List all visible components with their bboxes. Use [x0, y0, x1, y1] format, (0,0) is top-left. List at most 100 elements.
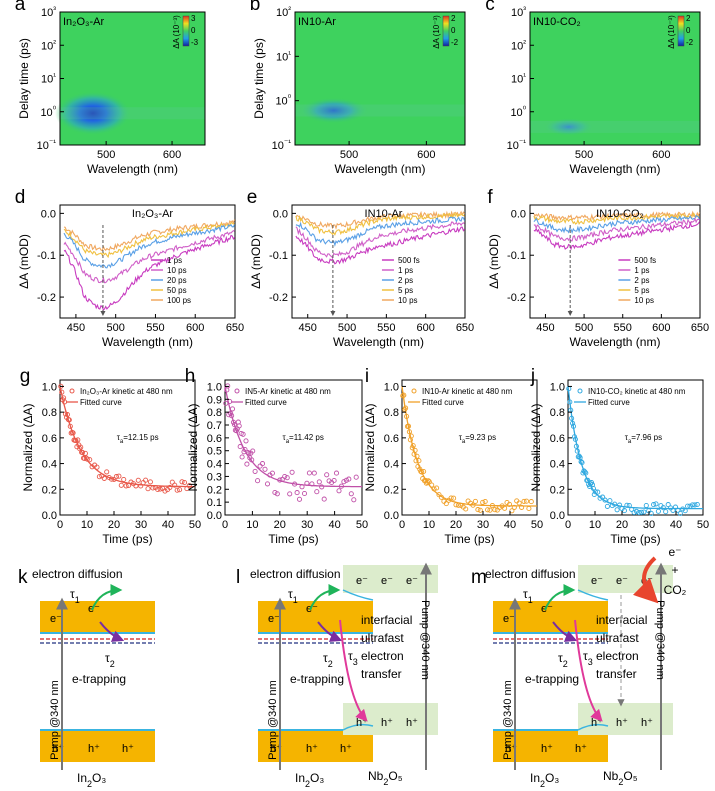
kinetic-g-point [113, 474, 119, 480]
x-tick-label: 40 [328, 519, 340, 531]
kinetic-h-point [336, 488, 342, 494]
legend-label: 1 ps [167, 256, 182, 265]
y-tick-label: -0.1 [37, 250, 56, 262]
kinetic-h-point [314, 489, 320, 495]
x-tick-label: 30 [477, 519, 489, 531]
kinetic-h-point [257, 463, 263, 469]
kinetic-i-point [502, 505, 508, 511]
kinetic-h-point [239, 454, 245, 460]
kinetic-i-frame [401, 379, 538, 516]
spectrum-d-50ps [63, 222, 235, 259]
legend-label: 500 fs [634, 256, 656, 265]
x-tick-label: 30 [135, 519, 147, 531]
y-tick-label: 10² [511, 38, 526, 53]
y-tick-label: 0.4 [207, 459, 222, 471]
spectrum-f-1ps [533, 217, 700, 242]
nb-electron-label: e⁻ [616, 575, 628, 587]
x-tick-label: 650 [691, 322, 709, 334]
kinetic-g-point [140, 480, 146, 486]
x-axis-label: Time (ps) [444, 532, 494, 546]
y-tick-label: 1.0 [550, 381, 565, 393]
transfer-label: transfer [596, 667, 637, 681]
spectrum-d-1ps [63, 234, 236, 311]
x-tick-label: 550 [146, 322, 164, 334]
y-tick-label: 10⁻¹ [37, 138, 57, 153]
y-tick-label: -0.2 [269, 292, 288, 304]
x-tick-label: 650 [456, 322, 474, 334]
heatmap-c-label: IN10-CO₂ [533, 16, 581, 28]
kinetic-i-point [463, 506, 469, 512]
kinetic-h-point [255, 478, 261, 484]
y-tick-label: 0.0 [42, 510, 57, 522]
kinetic-h-point [348, 491, 354, 497]
colorbar-tick: 2 [686, 14, 691, 23]
kinetic-j-point [592, 489, 598, 495]
x-tick-label: 550 [614, 322, 632, 334]
panel-letter-e: e [247, 187, 258, 208]
kinetic-g-point [104, 469, 110, 475]
kinetic-j-point [641, 509, 647, 515]
x-tick-label: 0 [222, 519, 228, 531]
y-tick-label: 0.2 [384, 484, 399, 496]
kinetic-h-point [311, 470, 317, 476]
kinetic-g-point [79, 449, 86, 455]
kinetic-j-point [660, 505, 666, 511]
x-tick-label: 20 [108, 519, 120, 531]
panel-letter-f: f [487, 187, 493, 208]
tau1-label: τ1 [523, 587, 533, 605]
kinetic-j-point [631, 509, 637, 516]
x-tick-label: 20 [616, 519, 628, 531]
y-tick-label: 0.8 [207, 407, 222, 419]
nb2o5-vb-edge [577, 723, 609, 731]
material-label: In2O₃ [295, 771, 324, 789]
x-axis-label: Time (ps) [268, 532, 318, 546]
electron-label: e⁻ [541, 603, 553, 615]
x-tick-label: 10 [81, 519, 93, 531]
kinetic-i-point [443, 501, 449, 507]
nb-hole-label: h⁺ [406, 717, 418, 729]
colorbar-a [182, 15, 190, 47]
electron-label: e⁻ [88, 603, 100, 615]
y-tick-label: 10⁻¹ [272, 138, 292, 153]
kinetic-j-frame [567, 379, 704, 516]
pump-label: Pump @340 nm [267, 680, 279, 760]
nb-electron-label: e⁻ [591, 575, 603, 587]
kinetic-h-point [269, 470, 275, 476]
legend-label: 10 ps [634, 296, 654, 305]
kinetic-i-point [434, 485, 440, 491]
y-tick-label: 10² [276, 5, 291, 20]
nb-hole-label: h⁺ [641, 717, 653, 729]
y-axis-label: Delay time (ps) [17, 38, 31, 119]
kinetic-j-point [655, 508, 661, 514]
y-tick-label: -0.1 [507, 250, 526, 262]
spectrum-d-20ps [63, 223, 236, 269]
kinetic-h-point [259, 461, 266, 467]
pump-label: Pump @340 nm [502, 680, 514, 760]
heatmap-a-label: In₂O₃-Ar [63, 16, 104, 28]
x-tick-label: 600 [652, 322, 670, 334]
transfer-label: ultrafast [361, 631, 404, 645]
x-tick-label: 20 [274, 519, 286, 531]
panel-letter-g: g [20, 366, 31, 387]
kinetic-h-point [264, 481, 271, 487]
y-tick-label: 0.0 [207, 510, 222, 522]
legend-marker [577, 388, 583, 394]
kinetic-h-point [236, 423, 242, 429]
y-tick-label: 0.8 [42, 407, 57, 419]
nb2o5-cb-edge [342, 589, 374, 601]
kinetic-i-point [521, 498, 527, 504]
kinetic-g-point [157, 486, 163, 492]
kinetic-j-point [665, 502, 671, 508]
kinetic-g-point [186, 483, 192, 489]
y-tick-label: 0.6 [384, 433, 399, 445]
y-tick-label: 0.7 [207, 420, 222, 432]
kinetic-i-point [487, 507, 493, 513]
diffusion-label: electron diffusion [250, 567, 341, 581]
spectrum-f-2ps [533, 214, 701, 235]
y-tick-label: 10⁰ [40, 104, 56, 119]
trapping-label: e-trapping [525, 672, 579, 686]
y-axis-label: Normalized (ΔA) [529, 403, 543, 491]
x-tick-label: 10 [246, 519, 258, 531]
kinetic-h-point [351, 497, 357, 503]
kinetic-h-point [319, 484, 325, 490]
